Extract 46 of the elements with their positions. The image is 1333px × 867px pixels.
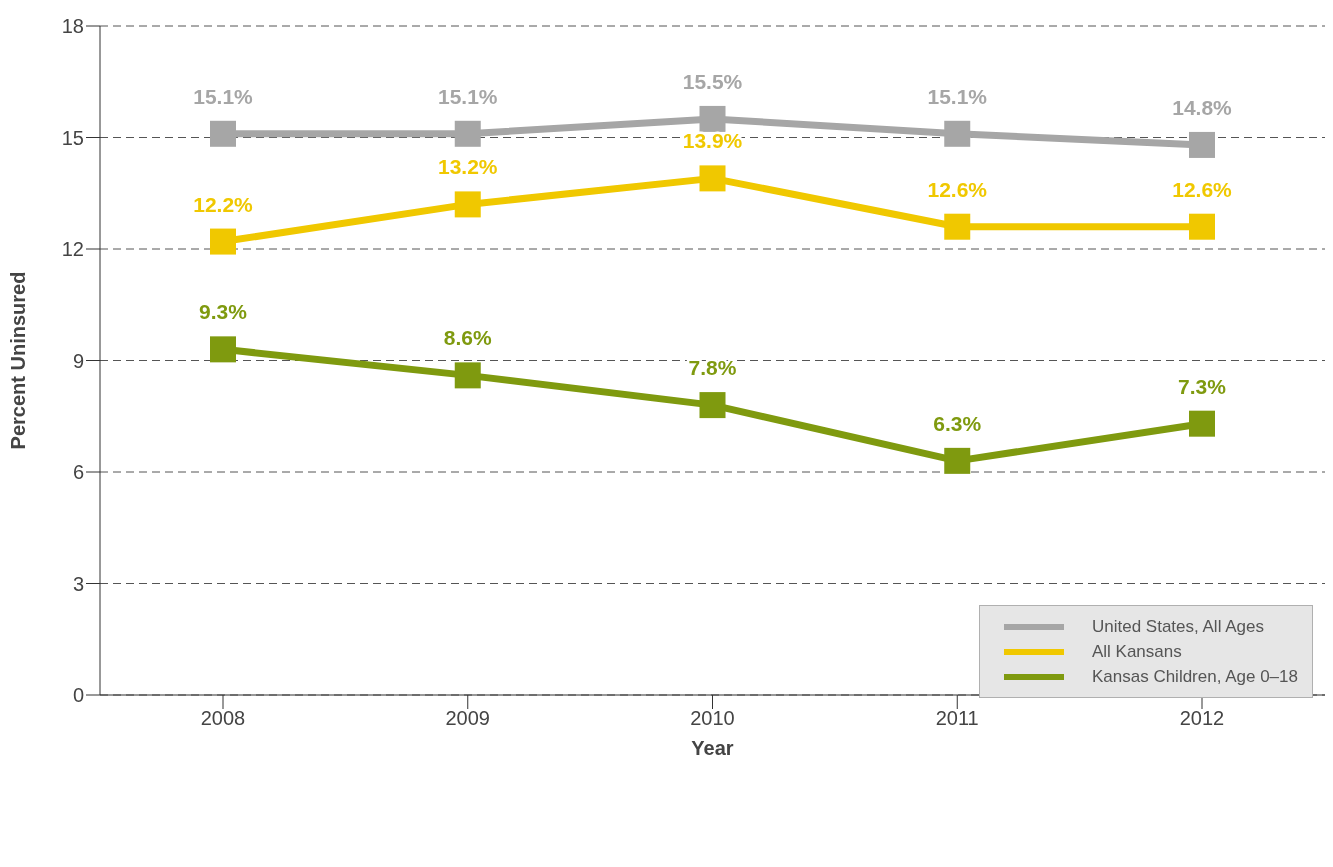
x-tick-label: 2011 (935, 707, 979, 730)
data-label: 7.8% (688, 356, 737, 380)
data-label: 15.1% (927, 84, 988, 108)
point (944, 213, 971, 240)
legend-label: All Kansans (1091, 641, 1182, 662)
data-label: 12.2% (193, 192, 254, 216)
legend-label: United States, All Ages (1091, 616, 1264, 637)
point (454, 120, 481, 147)
data-label: 15.1% (437, 84, 498, 108)
y-tick-label: 9 (72, 349, 84, 372)
point (454, 191, 481, 218)
point (944, 447, 971, 474)
data-label: 15.5% (682, 69, 743, 93)
point (699, 105, 726, 132)
point (210, 336, 236, 363)
y-tick-label: 6 (72, 461, 84, 484)
y-axis-title: Percent Uninsured (7, 271, 30, 450)
x-tick-label: 2010 (690, 707, 735, 730)
y-tick-label: 12 (61, 238, 84, 261)
data-label: 7.3% (1178, 374, 1227, 398)
data-label: 15.1% (193, 84, 254, 108)
point (944, 120, 971, 147)
y-tick-label: 0 (72, 684, 84, 707)
data-label: 12.6% (1172, 177, 1233, 201)
point (699, 165, 726, 192)
data-label: 8.6% (443, 326, 493, 350)
x-tick-label: 2008 (200, 707, 246, 730)
y-tick-label: 15 (61, 126, 84, 149)
point (210, 120, 236, 147)
data-label: 6.3% (933, 411, 982, 435)
legend-label: Kansas Children, Age 0–18 (1091, 666, 1298, 687)
x-tick-label: 2012 (1179, 707, 1225, 730)
point (454, 362, 481, 389)
point (1189, 213, 1215, 240)
data-label: 9.3% (199, 300, 248, 324)
y-tick-label: 18 (61, 15, 84, 38)
x-tick-label: 2009 (445, 707, 490, 730)
point (1189, 131, 1215, 158)
data-label: 14.8% (1172, 95, 1233, 119)
y-tick-label: 3 (72, 572, 84, 595)
data-label: 12.6% (927, 177, 988, 201)
data-label: 13.2% (437, 155, 498, 179)
x-axis-title: Year (691, 737, 734, 759)
point (210, 228, 236, 255)
point (699, 392, 726, 419)
point (1189, 410, 1215, 437)
